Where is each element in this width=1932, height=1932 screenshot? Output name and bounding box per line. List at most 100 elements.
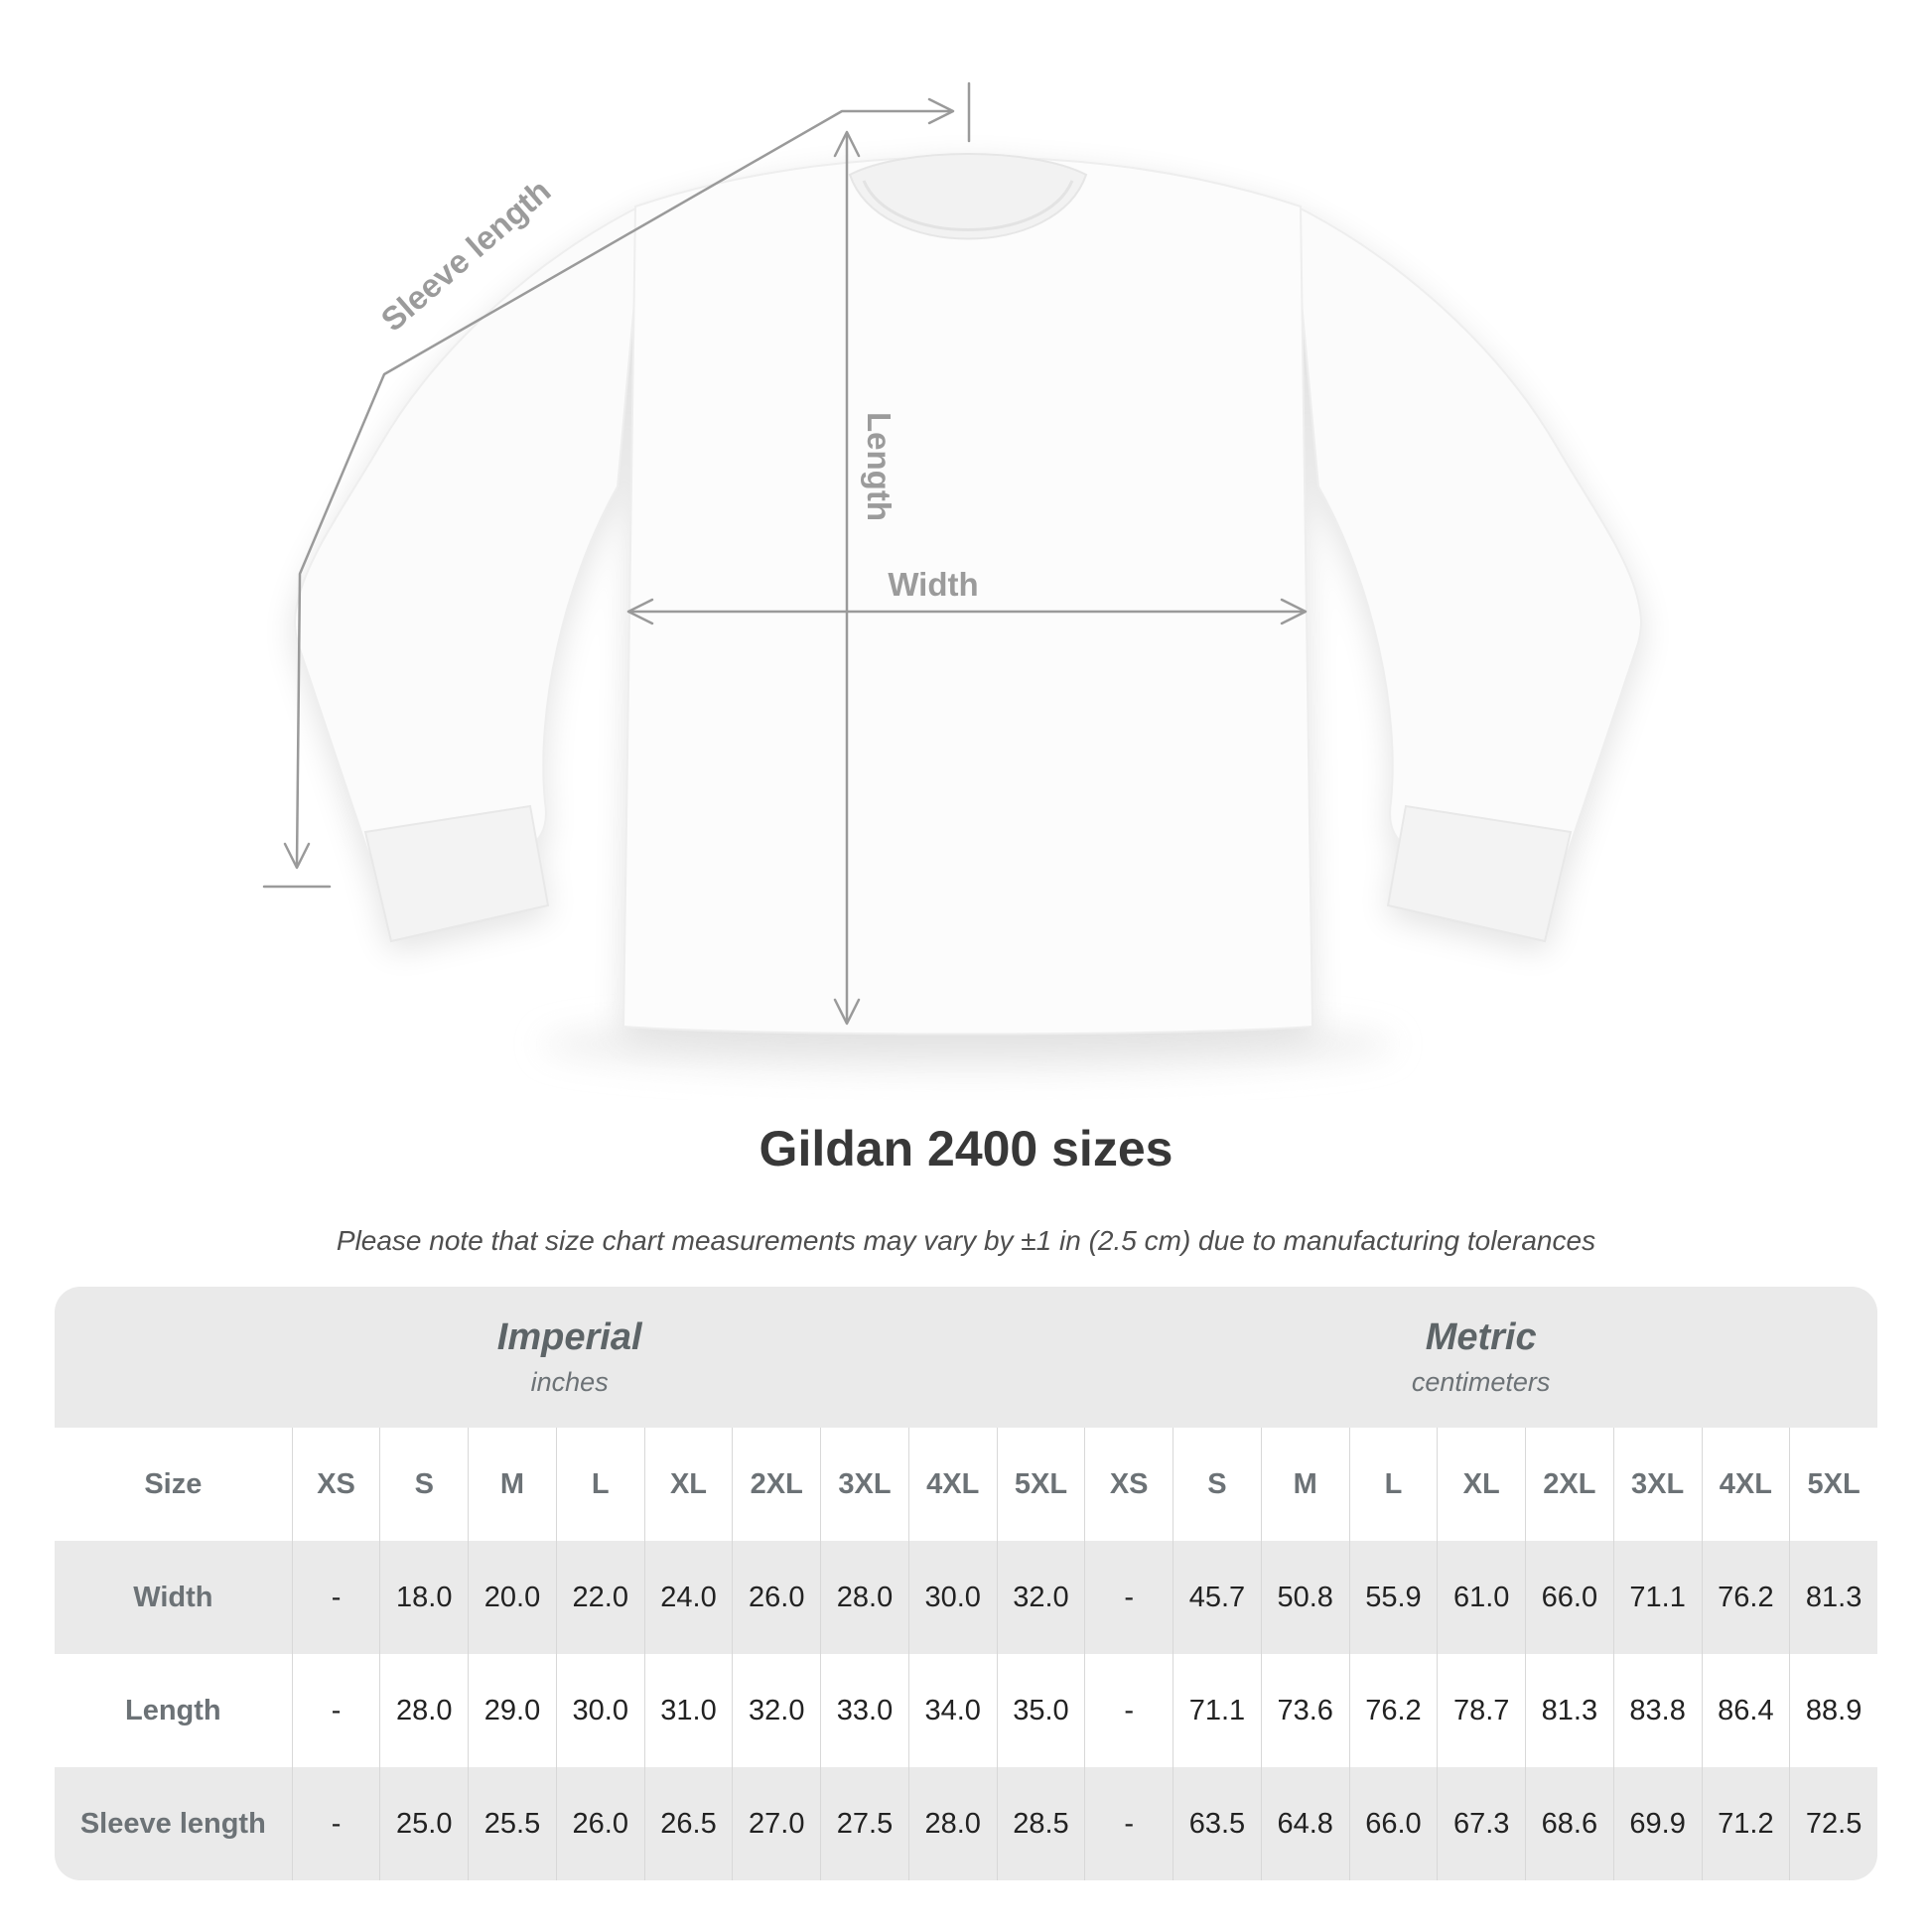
table-value: - [1084,1654,1173,1767]
table-value: - [291,1767,380,1880]
table-value: 88.9 [1789,1654,1877,1767]
table-value: 24.0 [643,1541,733,1654]
table-value: 50.8 [1260,1541,1349,1654]
table-value: 68.6 [1525,1767,1613,1880]
table-value: 76.2 [1348,1654,1438,1767]
table-value: 32.0 [732,1654,820,1767]
table-value: 83.8 [1612,1654,1702,1767]
sleeve-length-arrow-right [927,97,955,125]
table-value: 55.9 [1348,1541,1438,1654]
row-label: Sleeve length [79,1807,266,1840]
table-value: 64.8 [1260,1767,1349,1880]
size-col-header: 5XL [996,1428,1085,1541]
size-col-header: 3XL [1612,1428,1702,1541]
size-col-header: M [1260,1428,1349,1541]
size-col-header: XL [643,1428,733,1541]
row-label: Width [133,1581,213,1613]
size-col-header: 5XL [1789,1428,1877,1541]
table-value: 26.5 [643,1767,733,1880]
size-col-header: 3XL [820,1428,908,1541]
table-value: 34.0 [907,1654,997,1767]
page-subtitle: Please note that size chart measurements… [336,1225,1596,1256]
sleeve-length-arrow-down [283,842,311,870]
table-value: 33.0 [820,1654,908,1767]
table-value: - [291,1541,380,1654]
table-value: 71.1 [1612,1541,1702,1654]
table-value: 30.0 [907,1541,997,1654]
table-value: 71.1 [1173,1654,1261,1767]
table-value: 22.0 [555,1541,644,1654]
imperial-unit-label: inches [530,1367,609,1397]
width-arrow-left [626,598,654,625]
table-value: 27.0 [732,1767,820,1880]
size-col-header: 4XL [1701,1428,1790,1541]
table-value: 86.4 [1701,1654,1790,1767]
shirt-left-cuff [363,804,550,943]
table-value: 63.5 [1173,1767,1261,1880]
shirt-diagram-svg: Sleeve length Length Width [262,81,1642,1072]
sleeve-length-line [295,109,953,868]
table-value: 45.7 [1173,1541,1261,1654]
length-arrow-up [833,130,861,158]
shirt-illustration [294,153,1642,1035]
table-value: 30.0 [555,1654,644,1767]
table-value: 31.0 [643,1654,733,1767]
table-value: 26.0 [555,1767,644,1880]
shirt-collar [848,153,1088,240]
table-value: 73.6 [1260,1654,1349,1767]
table-value: 29.0 [468,1654,556,1767]
table-value: 28.5 [996,1767,1085,1880]
size-col-header: S [379,1428,468,1541]
shirt-left-sleeve [294,204,644,892]
unit-group-imperial: Imperial inches [55,1287,1084,1428]
size-col-header: XS [1084,1428,1173,1541]
length-label: Length [861,412,897,521]
shirt-diagram: Sleeve length Length Width [262,81,1642,1072]
table-row-sleeve-length: Sleeve length - 25.0 25.5 26.0 26.5 27.0… [55,1767,1877,1880]
table-value: 18.0 [379,1541,468,1654]
shirt-right-cuff [1386,804,1573,943]
size-col-header: 4XL [907,1428,997,1541]
table-value: 69.9 [1612,1767,1702,1880]
unit-group-metric: Metric centimeters [1084,1287,1877,1428]
size-col-header: XS [291,1428,380,1541]
size-table: Imperial inches Metric centimeters Size … [55,1287,1877,1880]
table-value: - [1084,1541,1173,1654]
imperial-label: Imperial [496,1316,642,1358]
table-value: 71.2 [1701,1767,1790,1880]
table-value: 76.2 [1701,1541,1790,1654]
table-value: 72.5 [1789,1767,1877,1880]
table-value: 81.3 [1789,1541,1877,1654]
table-value: 26.0 [732,1541,820,1654]
table-value: 78.7 [1437,1654,1525,1767]
size-header-row: Size XS S M L XL 2XL 3XL 4XL 5XL XS S M … [55,1428,1877,1541]
table-value: - [291,1654,380,1767]
page-title: Gildan 2400 sizes [759,1121,1173,1176]
metric-unit-label: centimeters [1411,1367,1551,1397]
length-arrow-down [833,998,861,1026]
size-col-header: XL [1437,1428,1525,1541]
table-value: 61.0 [1437,1541,1525,1654]
shirt-collar-seam [862,180,1074,231]
table-value: 28.0 [379,1654,468,1767]
table-row-width: Width - 18.0 20.0 22.0 24.0 26.0 28.0 30… [55,1541,1877,1654]
shirt-body [622,156,1313,1035]
table-value: 20.0 [468,1541,556,1654]
size-col-header: S [1173,1428,1261,1541]
shirt-right-sleeve [1292,204,1642,892]
table-row-length: Length - 28.0 29.0 30.0 31.0 32.0 33.0 3… [55,1654,1877,1767]
size-col-header: 2XL [1525,1428,1613,1541]
table-value: 32.0 [996,1541,1085,1654]
size-col-header: M [468,1428,556,1541]
table-value: 28.0 [907,1767,997,1880]
table-value: 67.3 [1437,1767,1525,1880]
table-value: 25.0 [379,1767,468,1880]
table-value: - [1084,1767,1173,1880]
size-col-header: L [555,1428,644,1541]
table-value: 25.5 [468,1767,556,1880]
table-value: 66.0 [1525,1541,1613,1654]
metric-label: Metric [1425,1316,1537,1358]
size-col-header: 2XL [732,1428,820,1541]
table-value: 66.0 [1348,1767,1438,1880]
